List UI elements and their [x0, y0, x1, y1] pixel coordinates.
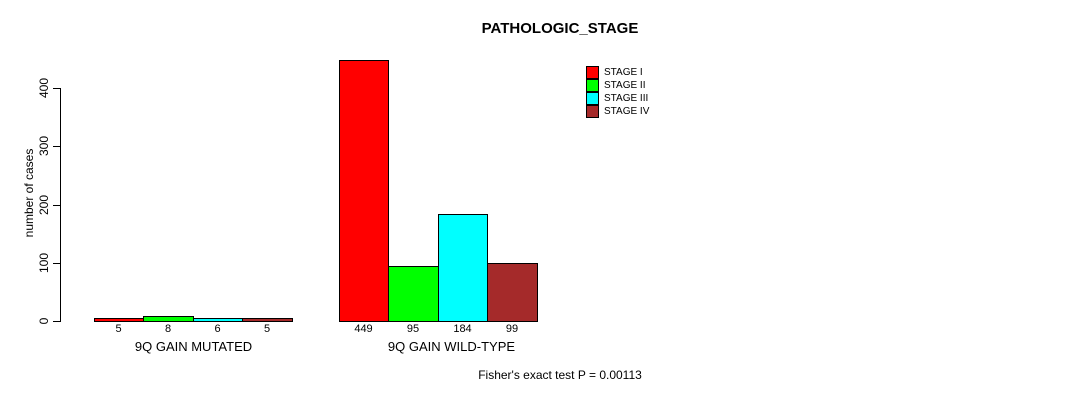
bar-stage-iii — [193, 318, 243, 322]
legend-label: STAGE II — [604, 79, 646, 91]
y-axis-tick — [53, 146, 60, 147]
bar-value-label: 5 — [115, 323, 122, 335]
y-axis-tick — [53, 205, 60, 206]
legend-item: STAGE I — [586, 65, 649, 79]
y-axis-tick — [53, 88, 60, 89]
y-axis-tick-label: 400 — [37, 77, 51, 99]
legend-swatch-icon — [586, 91, 599, 105]
legend-item: STAGE III — [586, 91, 649, 105]
y-axis-tick — [53, 321, 60, 322]
y-axis-tick-label: 300 — [37, 135, 51, 157]
bar-value-label: 5 — [263, 323, 271, 335]
bar-value-label: 95 — [406, 323, 420, 335]
y-axis-tick-label: 200 — [37, 194, 51, 216]
y-axis-title: number of cases — [22, 148, 36, 238]
y-axis-tick-label: 100 — [37, 252, 51, 274]
legend-item: STAGE IV — [586, 104, 650, 118]
legend-swatch-icon — [586, 104, 599, 118]
legend-label: STAGE III — [604, 92, 649, 104]
y-axis-tick — [53, 263, 60, 264]
fisher-test-annotation: Fisher's exact test P = 0.00113 — [478, 368, 642, 382]
legend-swatch-icon — [586, 65, 599, 79]
bar-value-label: 6 — [214, 323, 221, 335]
legend-swatch-icon — [586, 78, 599, 92]
bar-stage-i — [339, 60, 389, 322]
bar-stage-iii — [438, 214, 488, 322]
bar-stage-i — [94, 318, 144, 322]
y-axis-tick-label: 0 — [37, 317, 51, 325]
chart-title: PATHOLOGIC_STAGE — [481, 20, 639, 37]
bar-stage-iv — [487, 263, 538, 322]
bar-value-label: 8 — [164, 323, 172, 335]
bar-stage-ii — [143, 316, 194, 322]
legend-item: STAGE II — [586, 78, 649, 92]
legend-label: STAGE I — [604, 66, 643, 78]
bar-value-label: 99 — [505, 323, 519, 335]
bar-value-label: 449 — [354, 323, 373, 335]
legend-label: STAGE IV — [604, 105, 650, 117]
legend: STAGE I STAGE II STAGE III STAGE IV — [586, 65, 650, 118]
bar-value-label: 184 — [453, 323, 472, 335]
bar-stage-ii — [388, 266, 439, 322]
y-axis-line — [60, 88, 61, 322]
bar-stage-iv — [242, 318, 293, 322]
group-label: 9Q GAIN MUTATED — [134, 339, 253, 354]
group-label: 9Q GAIN WILD-TYPE — [387, 339, 516, 354]
